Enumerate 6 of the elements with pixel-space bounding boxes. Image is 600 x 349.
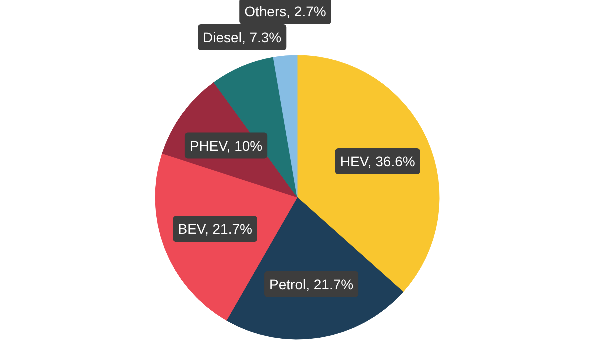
slice-label: Petrol, 21.7% [270, 276, 354, 292]
slice-label: BEV, 21.7% [178, 221, 252, 238]
slice-label: HEV, 36.6% [340, 154, 416, 170]
slice-label: Diesel, 7.3% [203, 30, 282, 46]
slice-label: Others, 2.7% [244, 4, 326, 20]
slice-label: PHEV, 10% [190, 138, 263, 154]
